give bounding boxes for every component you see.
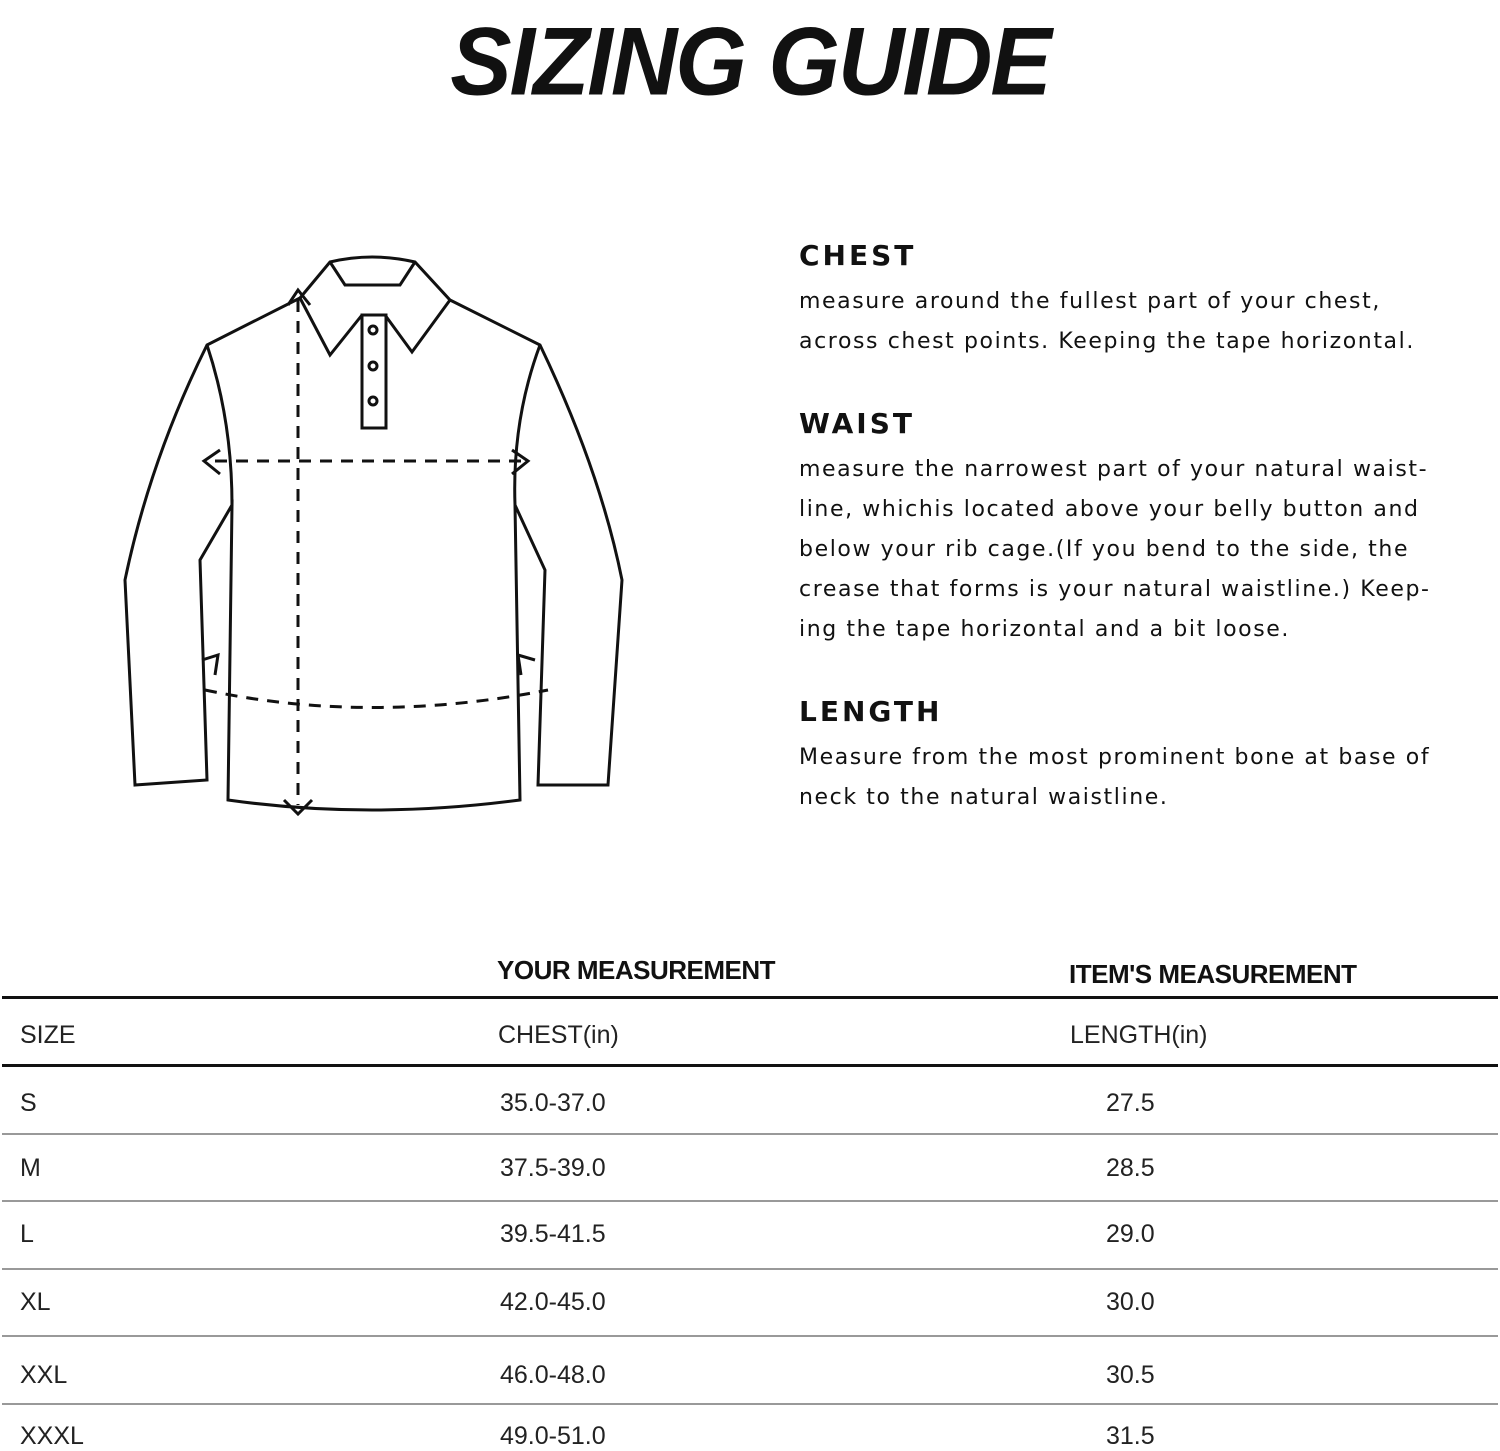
waist-section: WAIST measure the narrowest part of your… xyxy=(799,408,1489,650)
length-cell: 30.5 xyxy=(1106,1361,1155,1389)
row-divider xyxy=(2,1133,1498,1135)
chest-cell: 37.5-39.0 xyxy=(500,1154,606,1182)
size-cell: L xyxy=(20,1220,34,1248)
length-cell: 30.0 xyxy=(1106,1288,1155,1316)
row-divider xyxy=(2,1403,1498,1405)
polo-shirt-measurement-diagram xyxy=(123,255,624,817)
length-description: Measure from the most prominent bone at … xyxy=(799,745,1431,810)
waist-description: measure the narrowest part of your natur… xyxy=(799,457,1431,642)
measurement-arrows xyxy=(204,300,549,805)
column-header-chest: CHEST(in) xyxy=(498,1021,619,1049)
length-cell: 29.0 xyxy=(1106,1220,1155,1248)
chest-cell: 49.0-51.0 xyxy=(500,1422,606,1450)
chest-description: measure around the fullest part of your … xyxy=(799,289,1415,354)
waist-heading: WAIST xyxy=(799,407,915,440)
row-divider xyxy=(2,1268,1498,1270)
column-header-size: SIZE xyxy=(20,1021,76,1049)
shirt-outline xyxy=(123,255,624,812)
column-header-length: LENGTH(in) xyxy=(1070,1021,1208,1049)
items-measurement-header: ITEM'S MEASUREMENT xyxy=(1069,959,1357,989)
arrow-heads xyxy=(201,287,536,817)
chest-cell: 46.0-48.0 xyxy=(500,1361,606,1389)
row-divider xyxy=(2,1335,1498,1337)
your-measurement-header: YOUR MEASUREMENT xyxy=(497,955,776,985)
page-title: SIZING GUIDE xyxy=(450,8,1052,116)
chest-section: CHEST measure around the fullest part of… xyxy=(799,240,1489,362)
chest-cell: 39.5-41.5 xyxy=(500,1220,606,1248)
length-heading: LENGTH xyxy=(799,695,943,728)
length-cell: 31.5 xyxy=(1106,1422,1155,1450)
table-divider xyxy=(2,1064,1498,1067)
table-divider xyxy=(2,996,1498,999)
size-cell: XXXL xyxy=(20,1422,84,1450)
size-cell: S xyxy=(20,1089,37,1117)
length-cell: 27.5 xyxy=(1106,1089,1155,1117)
chest-cell: 42.0-45.0 xyxy=(500,1288,606,1316)
length-section: LENGTH Measure from the most prominent b… xyxy=(799,696,1489,818)
size-cell: XL xyxy=(20,1288,51,1316)
length-cell: 28.5 xyxy=(1106,1154,1155,1182)
chest-heading: CHEST xyxy=(799,239,917,272)
size-cell: M xyxy=(20,1154,41,1182)
size-cell: XXL xyxy=(20,1361,68,1389)
chest-cell: 35.0-37.0 xyxy=(500,1089,606,1117)
row-divider xyxy=(2,1200,1498,1202)
